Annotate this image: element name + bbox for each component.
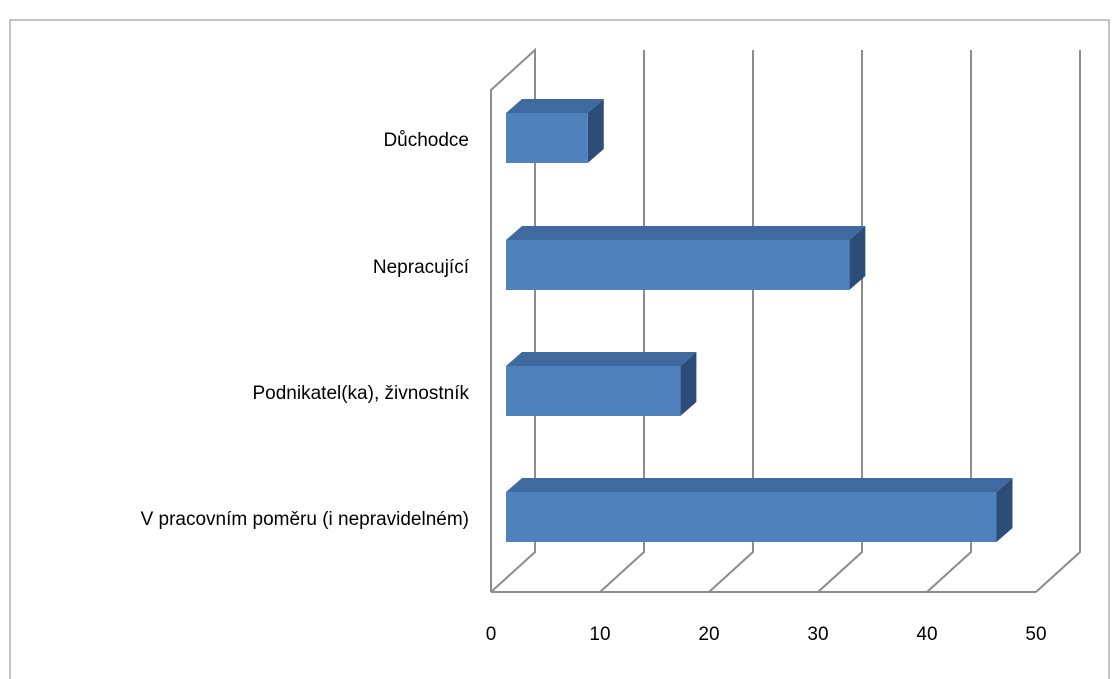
bar	[506, 226, 866, 290]
grid-line	[1035, 50, 1081, 593]
grid-line	[817, 50, 863, 593]
bar	[506, 99, 604, 163]
bar	[506, 478, 1013, 542]
x-tick-label: 20	[698, 624, 719, 645]
bar-front	[506, 113, 588, 163]
y-tick-label: Podnikatel(ka), živnostník	[253, 383, 470, 404]
y-tick-label: Nepracující	[373, 257, 470, 278]
bar-side	[587, 99, 604, 163]
grid-line	[708, 50, 754, 593]
bar-side	[849, 226, 866, 290]
x-tick-label: 0	[486, 624, 497, 645]
x-tick-label: 10	[589, 624, 610, 645]
grid-line	[926, 50, 972, 593]
bar-top	[506, 352, 697, 366]
bar-front	[506, 492, 997, 542]
y-tick-label: V pracovním poměru (i nepravidelném)	[141, 509, 469, 530]
bar-top	[506, 99, 604, 113]
bar-top	[506, 226, 866, 240]
bar-side	[680, 352, 697, 416]
bar	[506, 352, 697, 416]
bar-front	[506, 366, 681, 416]
bar-side	[996, 478, 1013, 542]
grid-line	[490, 50, 536, 593]
grid-line	[599, 50, 645, 593]
x-tick-label: 30	[807, 624, 828, 645]
bar-front	[506, 240, 850, 290]
bar-top	[506, 478, 1013, 492]
x-tick-label: 40	[916, 624, 937, 645]
y-tick-label: Důchodce	[383, 130, 469, 151]
x-tick-label: 50	[1025, 624, 1046, 645]
